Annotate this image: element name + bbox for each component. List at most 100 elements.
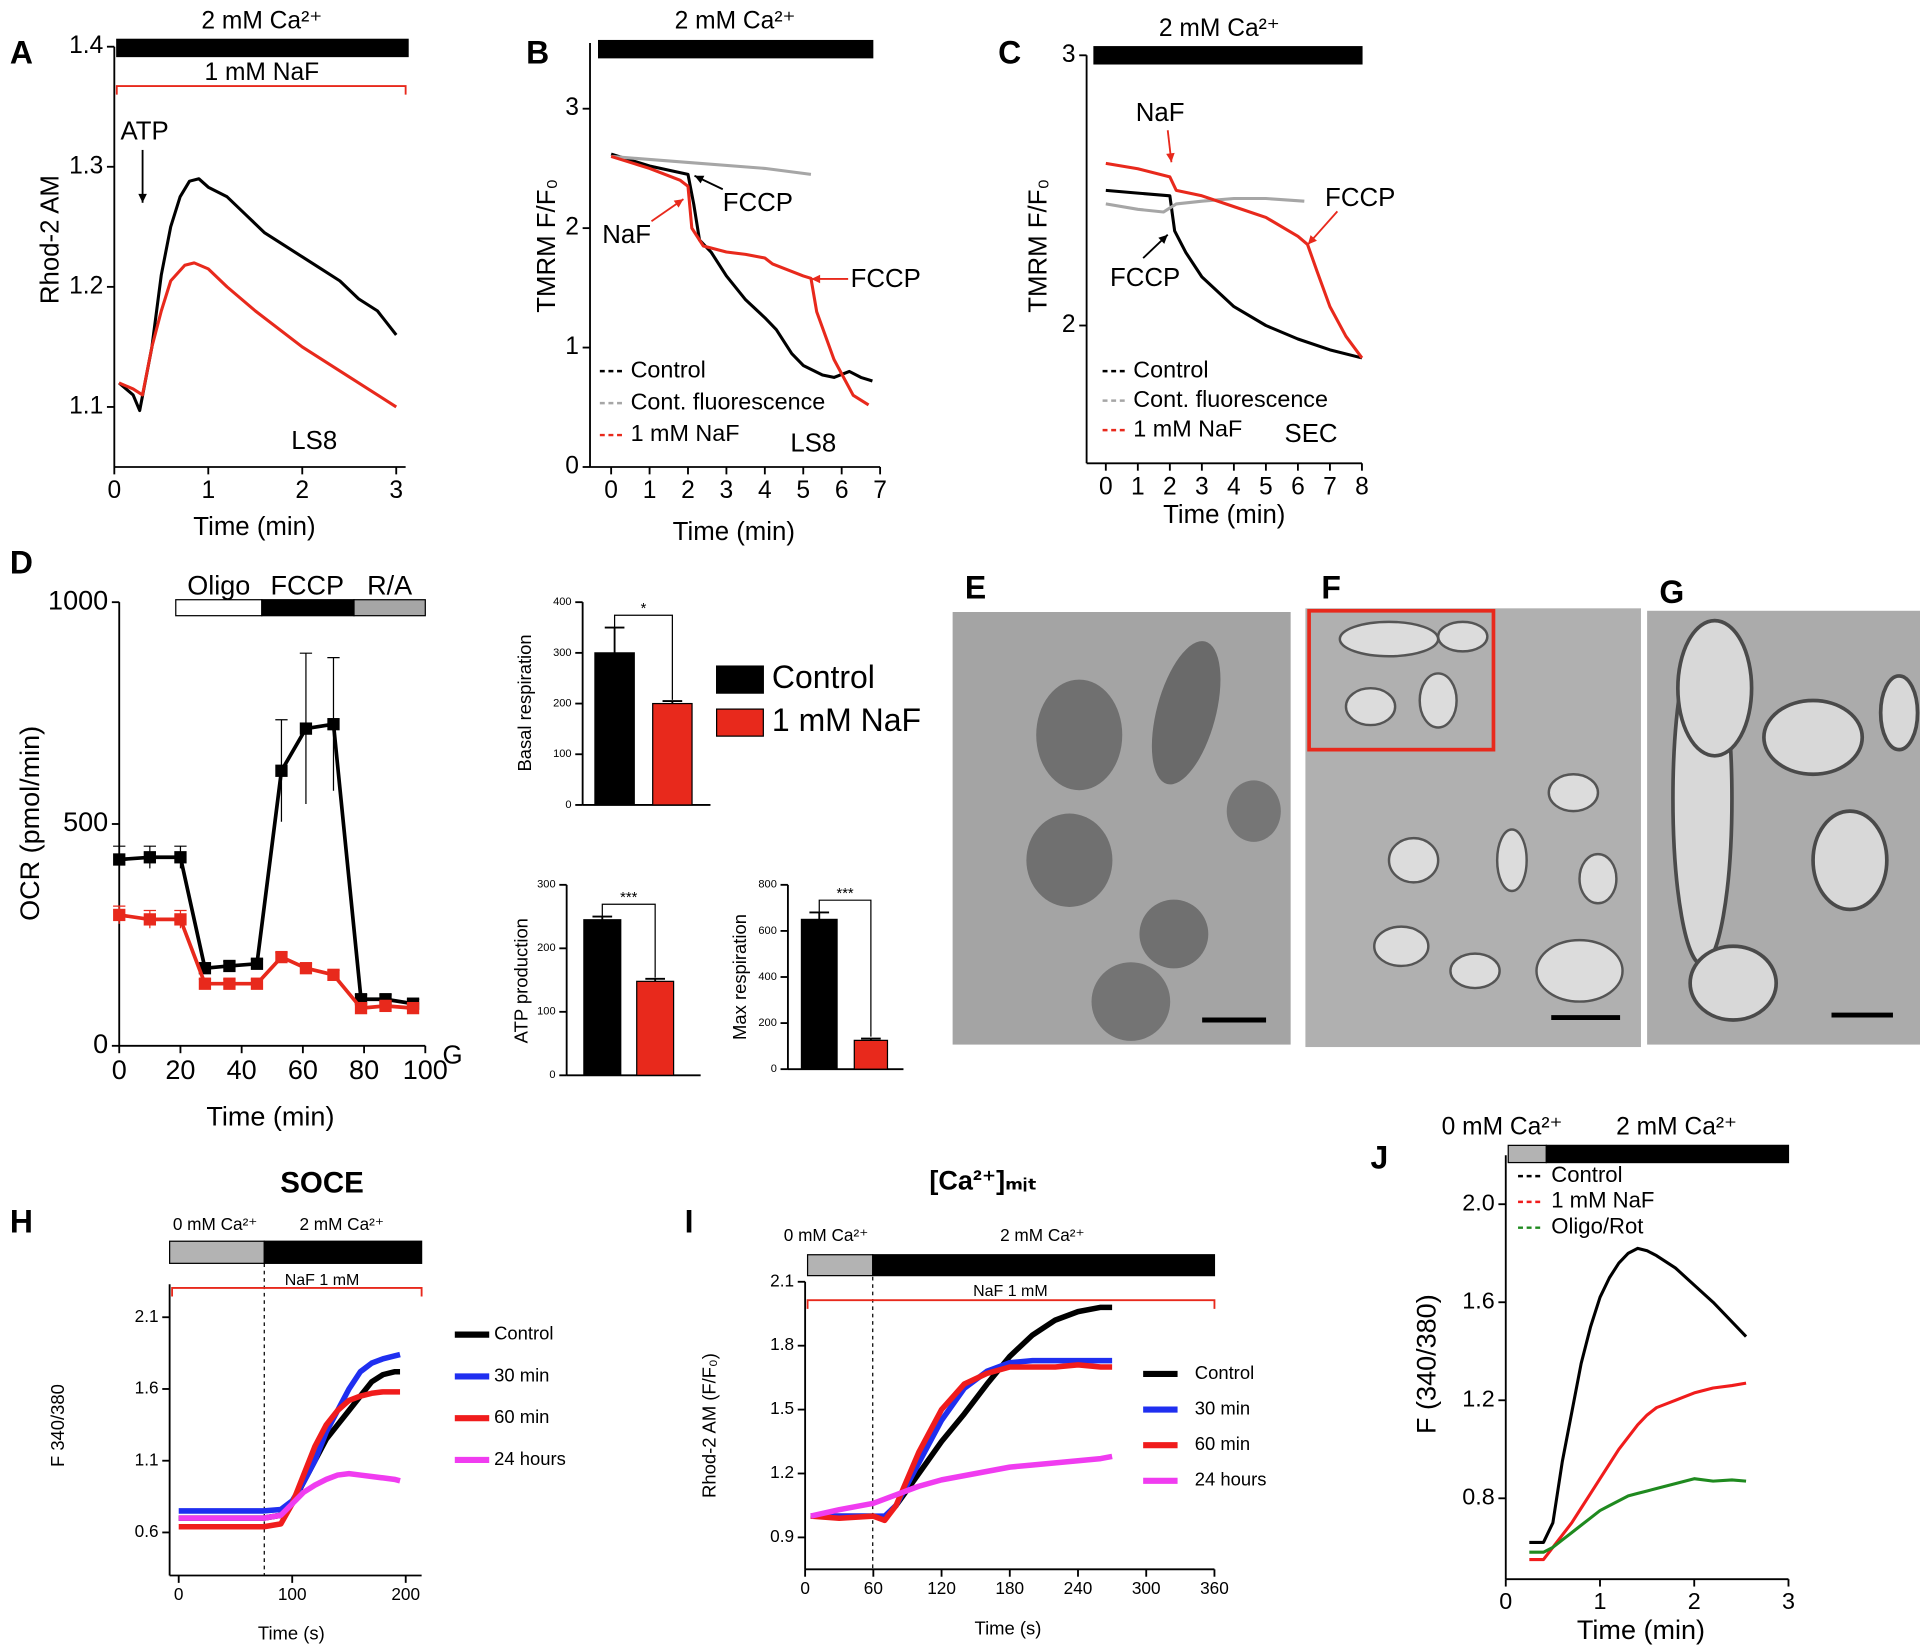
condition-bar [806, 1254, 874, 1277]
annotation: FCCP [851, 265, 921, 293]
x-tick-label: 20 [165, 1055, 195, 1085]
error-bar [662, 700, 683, 704]
zoom-box [1307, 608, 1496, 752]
x-tick-label: 0 [1499, 1588, 1512, 1614]
y-tick-label: 2.1 [770, 1270, 794, 1290]
marker [223, 959, 236, 973]
y-axis-label: Basal respiration [514, 634, 535, 771]
series-line [1529, 1477, 1747, 1554]
annotation: ATP [120, 118, 168, 146]
condition-label: FCCP [271, 571, 345, 601]
marker [275, 950, 288, 964]
y-tick-label: 0.8 [1462, 1483, 1494, 1509]
y-tick-label: 1 [565, 333, 579, 360]
y-tick-label: 0 [565, 452, 579, 479]
condition-label: NaF 1 mM [285, 1272, 360, 1289]
marker [143, 913, 156, 926]
x-tick-label: 0 [174, 1584, 184, 1604]
series-line [118, 261, 398, 409]
bar [636, 980, 675, 1076]
legend-label: 1 mM NaF [1551, 1188, 1654, 1213]
series-line [810, 1304, 1113, 1521]
x-tick-label: 5 [1259, 473, 1273, 500]
y-tick-label: 1.8 [770, 1334, 794, 1354]
annotation: LS8 [790, 430, 836, 458]
mitochondrion [1151, 641, 1221, 785]
panel-letter: G [1659, 574, 1684, 610]
y-tick-label: 1.2 [1462, 1385, 1494, 1411]
x-axis-label: Time (s) [258, 1622, 325, 1643]
legend-label: 24 hours [494, 1448, 566, 1469]
series-line [1105, 196, 1305, 214]
annotation: NaF [1136, 99, 1185, 127]
x-tick-label: 0 [604, 477, 618, 504]
x-tick-label: 1 [1131, 473, 1145, 500]
marker [275, 764, 288, 777]
x-axis-label: Time (min) [673, 518, 795, 546]
x-tick-label: 360 [1200, 1578, 1229, 1598]
mitochondrion [1091, 962, 1171, 1041]
arrow-head [694, 175, 705, 184]
y-tick-label: 200 [758, 1017, 776, 1029]
x-tick-label: 6 [835, 477, 849, 504]
y-tick-label: 1.1 [135, 1449, 159, 1469]
y-tick-label: 500 [63, 807, 108, 837]
y-axis-label: Rhod-2 AM [36, 175, 64, 304]
mitochondrion [1026, 813, 1113, 907]
y-axis-label: F (340/380) [1411, 1294, 1441, 1434]
x-tick-label: 40 [227, 1055, 257, 1085]
bracket [806, 1299, 1216, 1309]
bar [800, 918, 838, 1070]
y-tick-label: 400 [553, 596, 571, 608]
x-tick-label: 3 [389, 477, 403, 504]
x-axis-label: Time (min) [1163, 501, 1285, 529]
arrow-head [1158, 234, 1168, 244]
marker [113, 908, 126, 922]
legend-label: Control [772, 659, 875, 695]
legend-label: Control [1551, 1162, 1622, 1187]
annotation: FCCP [1110, 264, 1180, 292]
x-tick-label: 180 [995, 1578, 1024, 1598]
condition-label: 2 mM Ca²⁺ [201, 8, 322, 35]
x-axis-label: Time (s) [975, 1617, 1042, 1638]
series-line [119, 722, 414, 1006]
legend-swatch [716, 708, 764, 737]
marker [113, 853, 126, 866]
y-axis-label: Rhod-2 AM (F/F₀) [698, 1353, 719, 1498]
marker [143, 851, 156, 864]
legend-label: Oligo/Rot [1551, 1214, 1643, 1239]
bar [583, 919, 622, 1076]
x-tick-label: 2 [1688, 1588, 1701, 1614]
condition-label: 0 mM Ca²⁺ [173, 1214, 258, 1234]
marker [223, 977, 236, 990]
y-tick-label: 200 [553, 697, 571, 709]
panel-letter: F [1321, 569, 1341, 605]
y-tick-label: 1.6 [135, 1378, 159, 1398]
arrow-head [1166, 152, 1175, 163]
y-tick-label: 1.1 [69, 392, 103, 419]
series-line [178, 1351, 401, 1514]
series-line [118, 177, 398, 413]
condition-bar [353, 599, 426, 617]
legend-label: Control [631, 356, 706, 382]
arrow-head [811, 274, 821, 284]
condition-label: NaF 1 mM [973, 1283, 1048, 1300]
x-axis-label: Time (min) [206, 1101, 334, 1131]
error-bar [592, 915, 613, 920]
marker [250, 977, 264, 990]
y-tick-label: 1.3 [69, 152, 103, 179]
series-line [610, 155, 870, 407]
annotation: FCCP [723, 189, 793, 217]
x-tick-label: 1 [1594, 1588, 1607, 1614]
y-tick-label: 1.2 [770, 1462, 794, 1482]
x-tick-label: 6 [1291, 473, 1305, 500]
condition-bar [1093, 46, 1363, 65]
panel-letter: D [10, 545, 33, 581]
marker [299, 962, 313, 975]
series-line [1105, 161, 1364, 359]
x-tick-label: 2 [681, 477, 695, 504]
y-tick-label: 100 [553, 748, 571, 760]
bracket [171, 1287, 423, 1297]
y-axis-label: F 340/380 [47, 1384, 68, 1467]
